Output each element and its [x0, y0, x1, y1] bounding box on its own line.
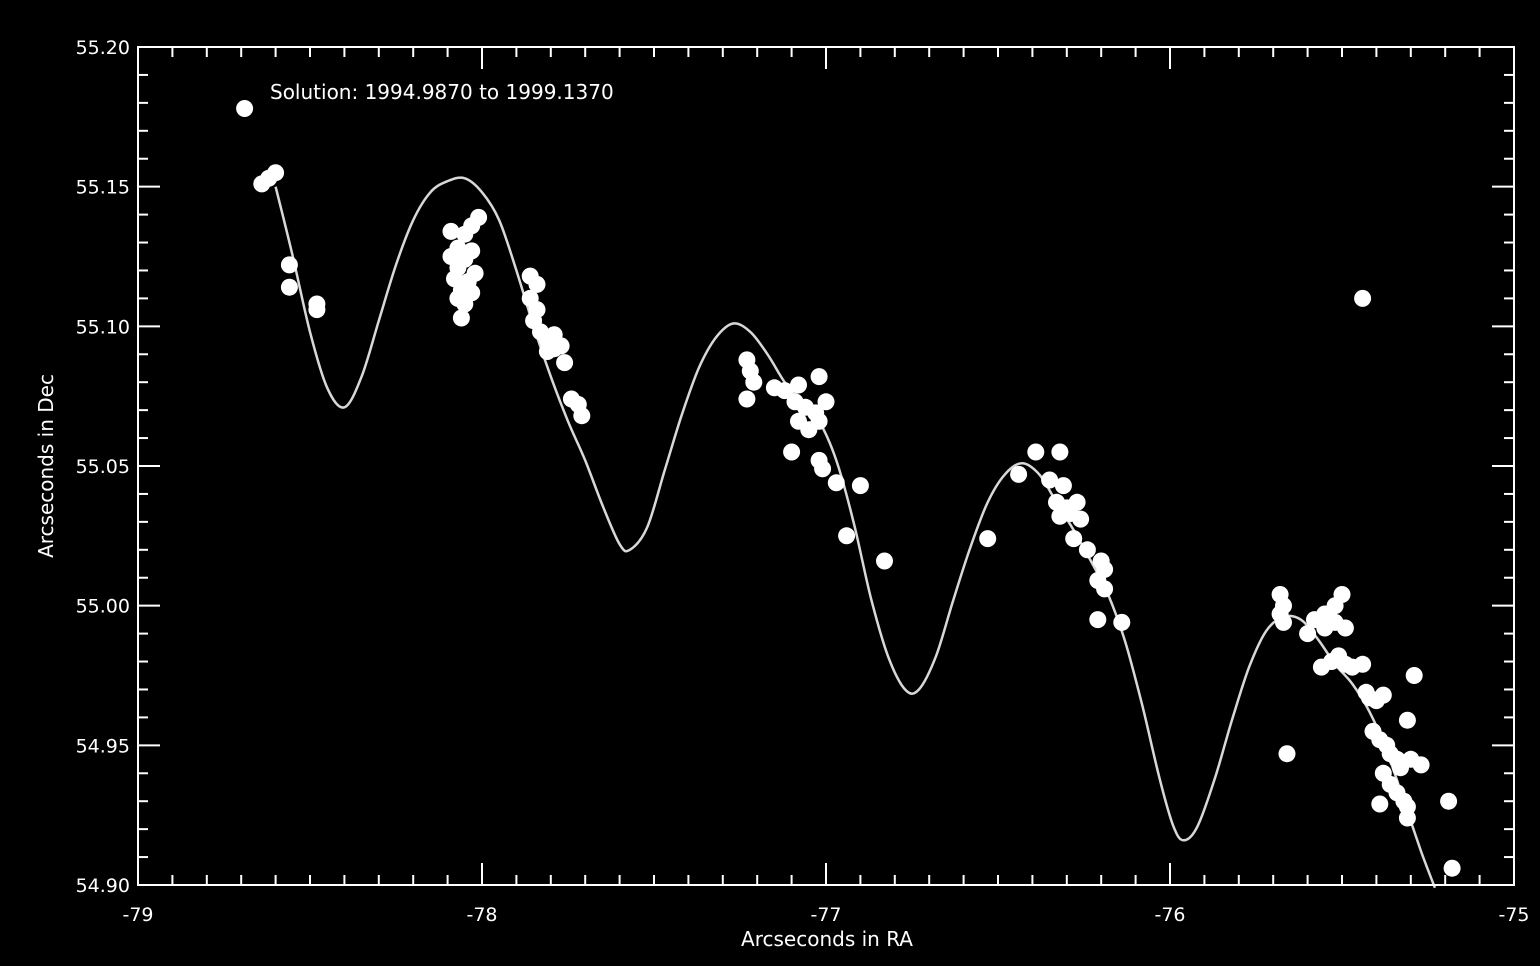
y-tick-label: 55.15 — [76, 177, 130, 199]
data-point — [810, 412, 828, 430]
data-point — [1374, 686, 1392, 704]
data-point — [280, 278, 298, 296]
data-point — [1412, 756, 1430, 774]
x-tick-labels: -79 -78 -77 -76 -75 — [122, 904, 1529, 926]
data-point — [470, 208, 488, 226]
data-point — [876, 552, 893, 570]
y-tick-label: 55.20 — [76, 37, 130, 59]
data-point — [442, 222, 460, 240]
x-tick-label: -77 — [810, 904, 841, 926]
data-point — [267, 164, 285, 182]
data-point — [790, 376, 807, 394]
data-point — [1354, 655, 1372, 673]
data-point — [1440, 792, 1458, 810]
data-point — [817, 393, 835, 411]
data-point — [463, 284, 481, 302]
data-point — [1405, 667, 1423, 684]
data-point — [1027, 443, 1045, 461]
data-point — [236, 100, 254, 117]
y-tick-labels: 54.90 54.95 55.00 55.05 55.10 55.15 55.20 — [76, 37, 130, 897]
data-point — [810, 368, 828, 386]
data-point — [838, 527, 856, 545]
data-points-layer — [236, 100, 1461, 877]
data-point — [1398, 809, 1416, 827]
y-tick-label: 55.00 — [76, 596, 130, 618]
data-point — [827, 474, 845, 492]
x-tick-label: -78 — [466, 904, 497, 926]
data-point — [452, 309, 470, 327]
y-tick-label: 54.90 — [76, 875, 130, 897]
data-point — [1054, 477, 1072, 495]
data-point — [1336, 619, 1354, 637]
data-point — [1443, 859, 1461, 877]
x-tick-label: -79 — [122, 904, 153, 926]
data-point — [1010, 465, 1028, 483]
y-axis-label: Arcseconds in Dec — [34, 374, 58, 558]
data-point — [776, 382, 794, 400]
x-tick-label: -76 — [1154, 904, 1185, 926]
data-point — [1333, 586, 1351, 603]
data-point — [528, 275, 546, 293]
data-point — [851, 477, 869, 495]
data-point — [1096, 580, 1114, 598]
data-point — [1051, 443, 1069, 461]
data-point — [783, 443, 801, 461]
y-tick-label: 55.05 — [76, 456, 130, 478]
data-point — [573, 407, 591, 425]
y-tick-label: 54.95 — [76, 735, 130, 757]
data-point — [545, 340, 563, 358]
y-tick-label: 55.10 — [76, 316, 130, 338]
data-point — [556, 354, 574, 372]
data-point — [1371, 795, 1389, 813]
data-point — [979, 530, 997, 548]
fit-curve-layer — [274, 176, 1437, 889]
data-point — [280, 256, 298, 274]
x-tick-label: -75 — [1498, 904, 1529, 926]
data-point — [1089, 611, 1107, 629]
data-point — [463, 242, 481, 260]
data-point — [1113, 613, 1131, 631]
data-point — [308, 301, 326, 319]
data-point — [1278, 745, 1296, 763]
data-point — [1275, 613, 1292, 631]
x-axis-label: Arcseconds in RA — [741, 927, 913, 951]
data-point — [466, 264, 484, 282]
data-point — [1299, 625, 1317, 643]
data-point — [745, 373, 763, 391]
data-point — [814, 460, 832, 478]
data-point — [1072, 510, 1090, 528]
data-point — [1078, 541, 1096, 559]
solution-annotation: Solution: 1994.9870 to 1999.1370 — [270, 80, 614, 104]
data-point — [1398, 711, 1416, 729]
axis-ticks — [137, 46, 1515, 886]
data-point — [1041, 471, 1059, 489]
data-point — [738, 390, 756, 408]
data-point — [1065, 530, 1083, 548]
fit-curve — [274, 176, 1437, 889]
data-point — [1354, 289, 1372, 307]
